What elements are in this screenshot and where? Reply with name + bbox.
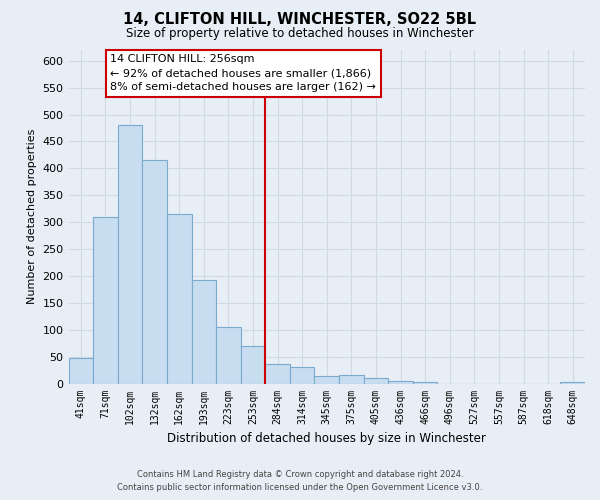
Bar xyxy=(339,376,364,384)
Bar xyxy=(241,346,265,384)
Text: Contains HM Land Registry data © Crown copyright and database right 2024.
Contai: Contains HM Land Registry data © Crown c… xyxy=(118,470,482,492)
Bar xyxy=(216,327,241,384)
Bar xyxy=(142,160,167,384)
Text: Size of property relative to detached houses in Winchester: Size of property relative to detached ho… xyxy=(126,28,474,40)
X-axis label: Distribution of detached houses by size in Winchester: Distribution of detached houses by size … xyxy=(167,432,486,445)
Bar xyxy=(118,126,142,384)
Bar xyxy=(290,367,314,384)
Bar xyxy=(413,382,437,384)
Text: 14, CLIFTON HILL, WINCHESTER, SO22 5BL: 14, CLIFTON HILL, WINCHESTER, SO22 5BL xyxy=(124,12,476,28)
Text: 14 CLIFTON HILL: 256sqm
← 92% of detached houses are smaller (1,866)
8% of semi-: 14 CLIFTON HILL: 256sqm ← 92% of detache… xyxy=(110,54,376,92)
Bar xyxy=(68,358,93,384)
Bar xyxy=(93,217,118,384)
Bar xyxy=(167,214,191,384)
Bar xyxy=(560,382,585,384)
Y-axis label: Number of detached properties: Number of detached properties xyxy=(27,129,37,304)
Bar xyxy=(191,280,216,384)
Bar xyxy=(265,364,290,384)
Bar xyxy=(364,378,388,384)
Bar xyxy=(314,376,339,384)
Bar xyxy=(388,381,413,384)
